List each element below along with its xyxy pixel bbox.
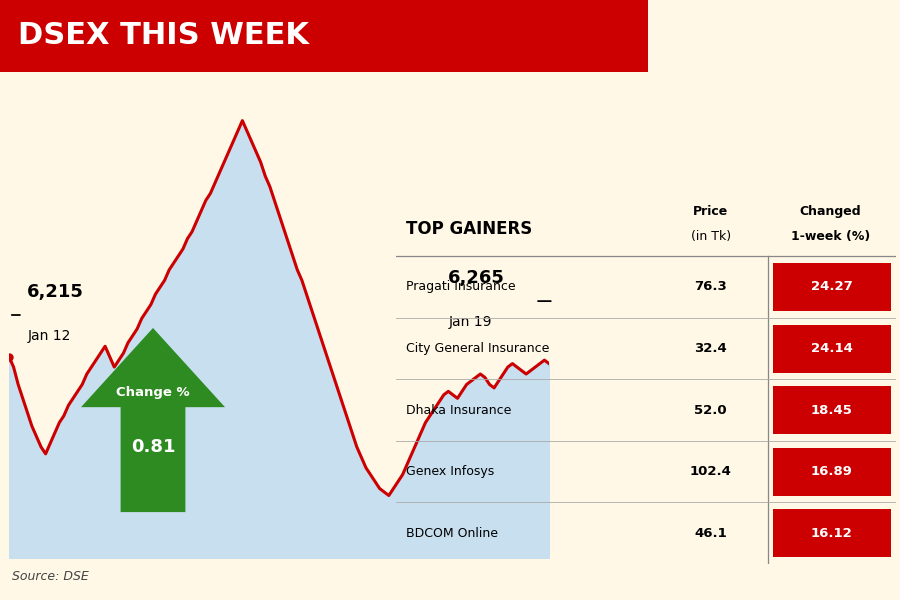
Text: Dhaka Insurance: Dhaka Insurance <box>406 404 511 416</box>
Text: 18.45: 18.45 <box>811 404 853 416</box>
Text: 24.27: 24.27 <box>811 280 852 293</box>
Text: 32.4: 32.4 <box>694 342 727 355</box>
Text: Changed: Changed <box>800 205 861 218</box>
FancyBboxPatch shape <box>773 509 890 557</box>
FancyBboxPatch shape <box>773 386 890 434</box>
Text: 52.0: 52.0 <box>695 404 727 416</box>
Text: Source: DSE: Source: DSE <box>13 569 89 583</box>
Text: BDCOM Online: BDCOM Online <box>406 527 498 540</box>
FancyBboxPatch shape <box>773 448 890 496</box>
Text: 24.14: 24.14 <box>811 342 853 355</box>
Polygon shape <box>0 0 648 72</box>
Text: Change %: Change % <box>116 386 190 399</box>
Text: 102.4: 102.4 <box>689 465 732 478</box>
Text: Genex Infosys: Genex Infosys <box>406 465 494 478</box>
Text: 16.12: 16.12 <box>811 527 852 540</box>
Text: DSEX THIS WEEK: DSEX THIS WEEK <box>18 22 309 50</box>
Text: 6,215: 6,215 <box>27 283 85 301</box>
Text: 46.1: 46.1 <box>694 527 727 540</box>
Text: City General Insurance: City General Insurance <box>406 342 549 355</box>
Text: Jan 19: Jan 19 <box>448 315 491 329</box>
Text: Pragati Insurance: Pragati Insurance <box>406 280 516 293</box>
Polygon shape <box>81 328 225 512</box>
Text: Jan 12: Jan 12 <box>27 329 71 343</box>
Text: Price: Price <box>693 205 728 218</box>
Text: 16.89: 16.89 <box>811 465 853 478</box>
Text: TOP GAINERS: TOP GAINERS <box>406 220 532 238</box>
FancyBboxPatch shape <box>773 325 890 373</box>
FancyBboxPatch shape <box>0 0 648 72</box>
Text: 1-week (%): 1-week (%) <box>791 230 870 243</box>
Text: (in Tk): (in Tk) <box>690 230 731 243</box>
Text: 6,265: 6,265 <box>448 269 505 287</box>
FancyBboxPatch shape <box>773 263 890 311</box>
Text: 0.81: 0.81 <box>130 438 176 456</box>
Text: 76.3: 76.3 <box>694 280 727 293</box>
